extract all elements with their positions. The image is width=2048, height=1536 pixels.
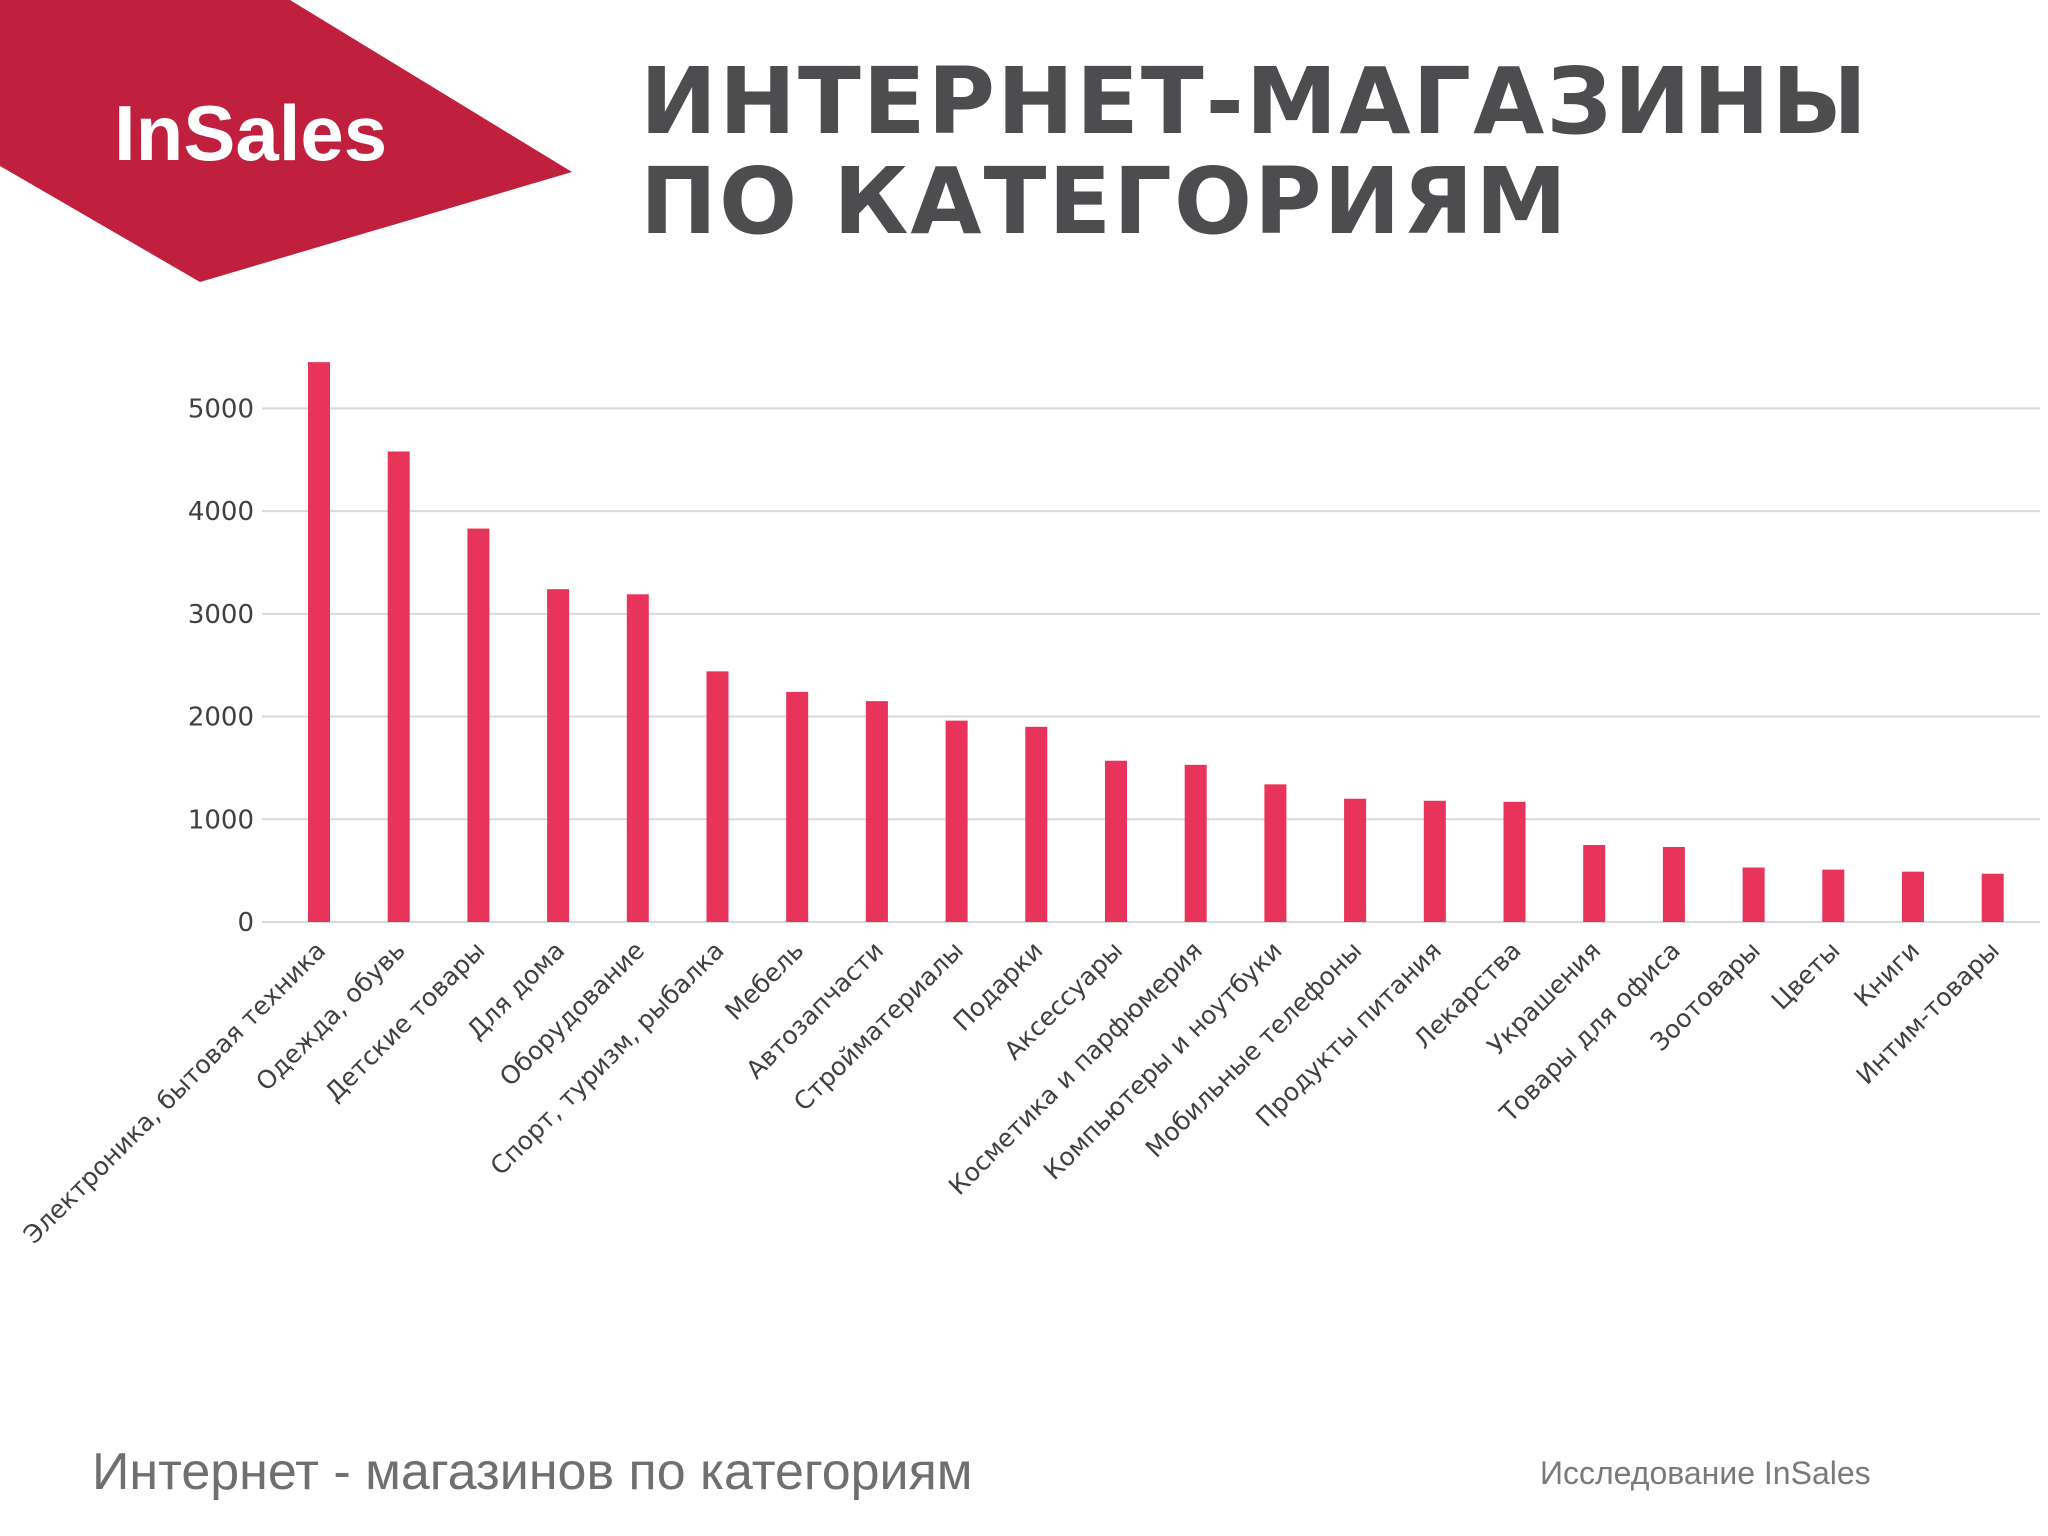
bar (1344, 798, 1367, 922)
bar (706, 671, 729, 922)
bar (1423, 800, 1446, 922)
logo-text: InSales (114, 89, 387, 177)
footer-caption: Интернет - магазинов по категориям (92, 1443, 973, 1501)
x-category-label: Книги (1848, 936, 1925, 1013)
bar (387, 451, 410, 922)
bar (1902, 871, 1924, 922)
bar (308, 362, 330, 922)
x-category-label: Оборудование (494, 936, 650, 1092)
logo-banner-shape (0, 0, 572, 282)
bar (786, 691, 809, 922)
footer-source: Исследование InSales (1540, 1455, 1871, 1491)
y-tick-label: 0 (237, 908, 254, 938)
x-category-label: Электроника, бытовая техника (18, 936, 332, 1250)
bar (1822, 869, 1845, 922)
insales-logo: InSales (0, 0, 572, 282)
x-category-label: Цветы (1766, 936, 1846, 1016)
y-tick-label: 1000 (188, 805, 254, 835)
bar (865, 701, 888, 922)
bar (1184, 764, 1207, 922)
bar (467, 528, 490, 922)
x-category-label: Одежда, обувь (250, 936, 411, 1097)
bar-chart: 0 1000 2000 3000 4000 5000 Электроника, бытов… (18, 362, 2040, 1250)
y-axis-ticks: 0 1000 2000 3000 4000 5000 (188, 394, 254, 938)
y-tick-label: 5000 (188, 394, 254, 424)
grid-lines (262, 407, 2040, 923)
y-tick-label: 4000 (188, 497, 254, 527)
bar (626, 594, 649, 922)
bar (547, 589, 570, 922)
bar (945, 720, 968, 922)
bar (1264, 784, 1287, 922)
bar (1025, 726, 1048, 922)
y-tick-label: 2000 (188, 703, 254, 733)
bar (1662, 847, 1685, 922)
bar (1503, 801, 1526, 922)
bar (1742, 867, 1765, 922)
page-title: ИНТЕРНЕТ-МАГАЗИНЫ ПО КАТЕГОРИЯМ (640, 48, 1870, 255)
bars (308, 362, 2004, 922)
bar (1583, 844, 1606, 922)
x-category-label: Автозапчасти (740, 936, 889, 1085)
y-tick-label: 3000 (188, 600, 254, 630)
bar (1981, 873, 2004, 922)
bar (1105, 760, 1127, 922)
x-category-label: Интим-товары (1851, 936, 2005, 1090)
